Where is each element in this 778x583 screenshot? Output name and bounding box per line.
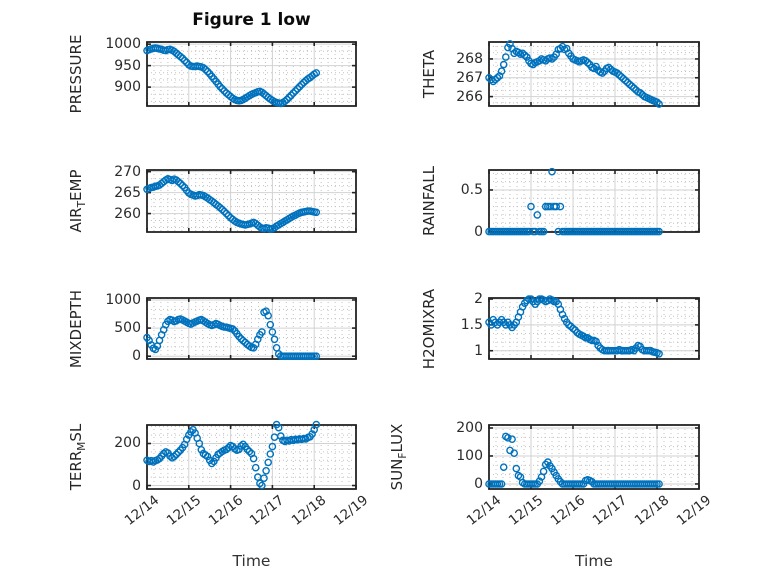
ylabel-part: M (76, 441, 88, 451)
axes-box (488, 41, 700, 107)
ylabel-terr-msl: TERRMSL (64, 357, 88, 557)
subplot-h2omixra (485, 295, 700, 360)
minor-grid (147, 298, 356, 359)
major-grid (147, 298, 356, 359)
ytick-terr-msl-0: 0 (132, 477, 141, 494)
ylabel-part: THETA (420, 49, 438, 99)
ylabel-sun-flux: SUNFLUX (385, 357, 409, 557)
minor-grid (489, 170, 699, 232)
ylabel-part: H2OMIXRA (420, 288, 438, 369)
axes-box (488, 297, 700, 360)
subplot-sun-flux (485, 424, 700, 490)
data-points-h2omixra (485, 295, 663, 358)
subplot-air-temp (143, 169, 357, 233)
ytick-theta-266: 266 (456, 88, 483, 105)
ytick-rainfall-0: 0 (474, 223, 483, 240)
subplot-terr-msl (143, 420, 357, 490)
data-points-rainfall (485, 167, 663, 236)
ylabel-part: LUX (388, 423, 406, 453)
tick-marks (146, 425, 357, 489)
ytick-h2omixra-1.5: 1.5 (460, 316, 483, 333)
ytick-air-temp-265: 265 (114, 184, 141, 201)
ytick-sun-flux-100: 100 (456, 447, 483, 464)
tick-marks (146, 298, 357, 359)
tick-marks (146, 42, 357, 106)
figure-title: Figure 1 low (192, 10, 311, 30)
ylabel-part: MIXDEPTH (67, 289, 85, 368)
ytick-air-temp-270: 270 (114, 163, 141, 180)
axes-box (146, 41, 357, 107)
ytick-pressure-950: 950 (114, 57, 141, 74)
subplot-rainfall (485, 167, 700, 236)
ytick-sun-flux-0: 0 (474, 475, 483, 492)
axes-box (488, 169, 700, 233)
ylabel-part: SL (67, 423, 85, 442)
data-points-mixdepth (143, 307, 321, 361)
axes-box (146, 169, 357, 233)
ylabel-h2omixra: H2OMIXRA (417, 229, 441, 429)
ytick-mixdepth-0: 0 (132, 348, 141, 365)
data-points-air-temp (143, 174, 321, 233)
ylabel-part: EMP (67, 169, 85, 201)
ytick-theta-267: 267 (456, 69, 483, 86)
ytick-pressure-900: 900 (114, 79, 141, 96)
ylabel-part: SUN (388, 458, 406, 491)
ytick-air-temp-260: 260 (114, 205, 141, 222)
ytick-h2omixra-1: 1 (474, 342, 483, 359)
ylabel-part: RAINFALL (420, 166, 438, 236)
ylabel-part: TERR (67, 450, 85, 491)
ytick-h2omixra-2: 2 (474, 291, 483, 308)
ytick-theta-268: 268 (456, 50, 483, 67)
ytick-terr-msl-200: 200 (114, 435, 141, 452)
ylabel-part: F (397, 452, 409, 459)
ytick-mixdepth-500: 500 (114, 320, 141, 337)
x-axis-label-right: Time (575, 552, 613, 570)
data-points-pressure (143, 44, 321, 108)
x-axis-label-left: Time (232, 552, 271, 570)
subplot-mixdepth (143, 297, 357, 361)
ylabel-part: T (76, 200, 88, 208)
data-points-sun-flux (485, 432, 663, 488)
minor-grid (489, 425, 699, 489)
minor-grid (489, 298, 699, 359)
ytick-sun-flux-200: 200 (456, 419, 483, 436)
data-points-terr-msl (143, 420, 321, 490)
axes-box (488, 424, 700, 490)
major-grid (489, 42, 699, 106)
major-grid (147, 170, 356, 232)
ytick-mixdepth-1000: 1000 (105, 291, 141, 308)
tick-marks (146, 170, 357, 232)
ytick-pressure-1000: 1000 (105, 36, 141, 53)
subplot-theta (485, 40, 700, 108)
subplot-pressure (143, 41, 357, 108)
ytick-rainfall-0.5: 0.5 (460, 181, 483, 198)
data-points-theta (485, 40, 663, 108)
